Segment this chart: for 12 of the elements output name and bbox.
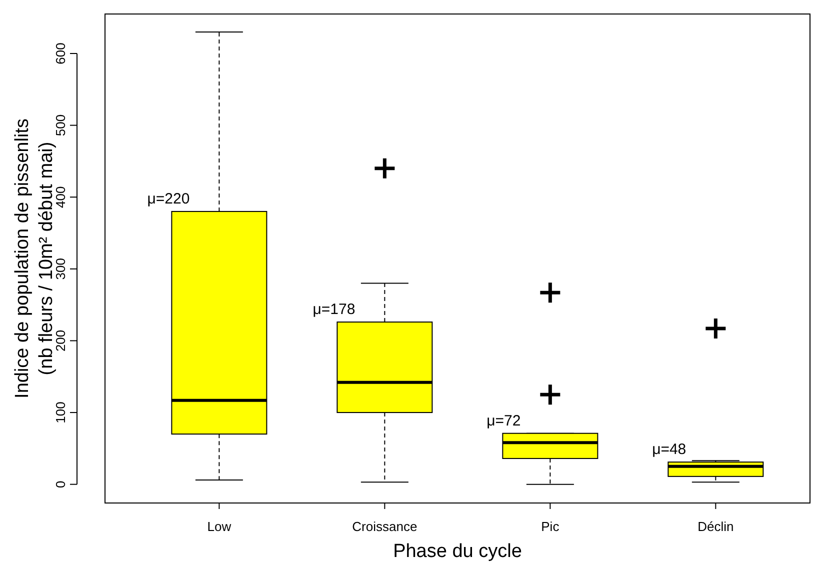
annotation: μ=178 [312,301,356,318]
annotation: μ=72 [486,412,521,430]
y-tick-label: 100 [53,402,68,424]
annotation: μ=48 [652,441,686,458]
x-tick-label: Croissance [352,519,418,534]
y-tick-label: 0 [53,480,68,488]
x-tick-label: Déclin [698,519,734,534]
x-tick-label: Low [207,519,232,534]
x-tick-label: Pic [541,519,560,534]
y-tick-label: 600 [53,42,68,64]
x-axis-title: Phase du cycle [393,541,522,562]
annotation: μ=220 [147,190,190,208]
